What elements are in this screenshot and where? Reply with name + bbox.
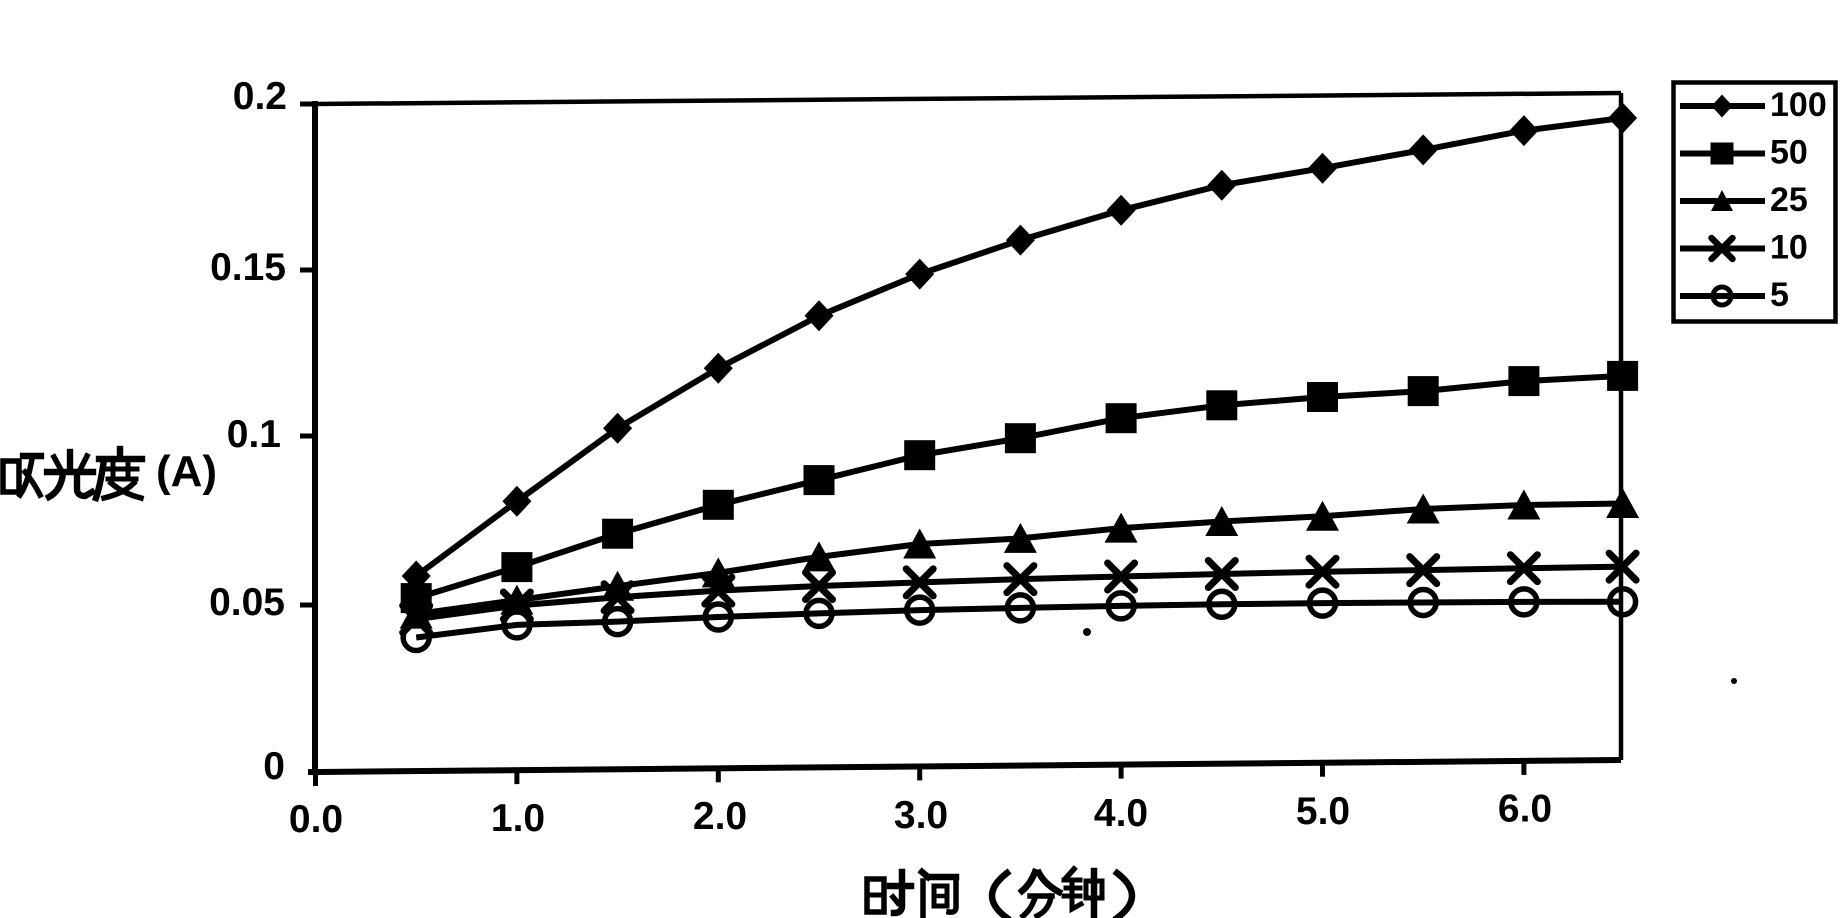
svg-text:0.2: 0.2 — [233, 75, 287, 118]
svg-text:3.0: 3.0 — [894, 794, 948, 837]
svg-text:(A): (A) — [156, 447, 217, 496]
svg-text:0.1: 0.1 — [227, 413, 281, 456]
svg-text:10: 10 — [1770, 229, 1808, 267]
svg-text:6.0: 6.0 — [1498, 788, 1552, 831]
svg-text:5: 5 — [1770, 276, 1789, 314]
svg-text:0: 0 — [263, 745, 285, 788]
svg-text:100: 100 — [1770, 86, 1827, 124]
svg-text:0.05: 0.05 — [209, 581, 285, 624]
svg-text:1.0: 1.0 — [491, 797, 545, 840]
svg-text:2.0: 2.0 — [693, 795, 747, 838]
svg-text:5.0: 5.0 — [1296, 790, 1350, 833]
svg-text:4.0: 4.0 — [1094, 792, 1148, 835]
svg-text:0.15: 0.15 — [210, 246, 286, 289]
svg-text:0.0: 0.0 — [289, 798, 343, 841]
svg-text:50: 50 — [1770, 134, 1808, 172]
svg-text:25: 25 — [1770, 181, 1808, 219]
